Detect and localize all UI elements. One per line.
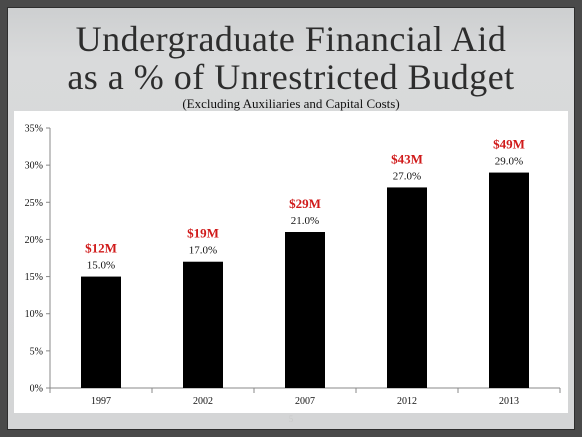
slide-title-line-2: as a % of Unrestricted Budget bbox=[67, 57, 515, 97]
y-tick-label: 25% bbox=[25, 198, 43, 209]
x-tick-label: 2012 bbox=[397, 396, 417, 407]
slide: Undergraduate Financial Aid as a % of Un… bbox=[8, 8, 574, 429]
amount-label: $29M bbox=[289, 196, 321, 211]
y-tick-label: 5% bbox=[30, 346, 43, 357]
x-tick-label: 2002 bbox=[193, 396, 213, 407]
value-label: 27.0% bbox=[393, 170, 421, 182]
x-tick-label: 1997 bbox=[91, 396, 111, 407]
value-label: 21.0% bbox=[291, 215, 319, 227]
y-tick-label: 20% bbox=[25, 235, 43, 246]
value-label: 15.0% bbox=[87, 260, 115, 272]
slide-title-line-1: Undergraduate Financial Aid bbox=[75, 19, 507, 59]
slide-number: 5 bbox=[288, 414, 294, 424]
y-axis: 0% 5% 10% 15% 20% 25% 30% 35% bbox=[25, 124, 51, 395]
bar-2013 bbox=[489, 172, 529, 388]
bar-chart: 0% 5% 10% 15% 20% 25% 30% 35% 1997 2002 2007 2012 2… bbox=[25, 124, 561, 407]
value-label: 17.0% bbox=[189, 245, 217, 257]
value-label: 29.0% bbox=[495, 156, 523, 168]
y-tick-label: 30% bbox=[25, 161, 43, 172]
chart-panel: 0% 5% 10% 15% 20% 25% 30% 35% 1997 2002 2007 2012 2… bbox=[14, 111, 568, 413]
bar-1997 bbox=[81, 276, 121, 388]
y-tick-label: 0% bbox=[30, 384, 43, 395]
bar-2007 bbox=[285, 232, 325, 388]
x-tick-label: 2007 bbox=[295, 396, 315, 407]
bar-series bbox=[81, 172, 529, 388]
bar-2012 bbox=[387, 187, 427, 388]
y-tick-label: 15% bbox=[25, 272, 43, 283]
slide-subtitle: (Excluding Auxiliaries and Capital Costs… bbox=[182, 96, 400, 111]
data-labels: 15.0% $12M 17.0% $19M 21.0% $29M 27.0% $43M 29.0… bbox=[85, 137, 525, 272]
amount-label: $49M bbox=[493, 137, 525, 152]
amount-label: $43M bbox=[391, 151, 423, 166]
amount-label: $19M bbox=[187, 226, 219, 241]
y-tick-label: 35% bbox=[25, 124, 43, 135]
amount-label: $12M bbox=[85, 241, 117, 256]
bar-2002 bbox=[183, 261, 223, 388]
y-tick-label: 10% bbox=[25, 309, 43, 320]
x-axis: 1997 2002 2007 2012 2013 bbox=[49, 387, 561, 407]
x-tick-label: 2013 bbox=[499, 396, 519, 407]
